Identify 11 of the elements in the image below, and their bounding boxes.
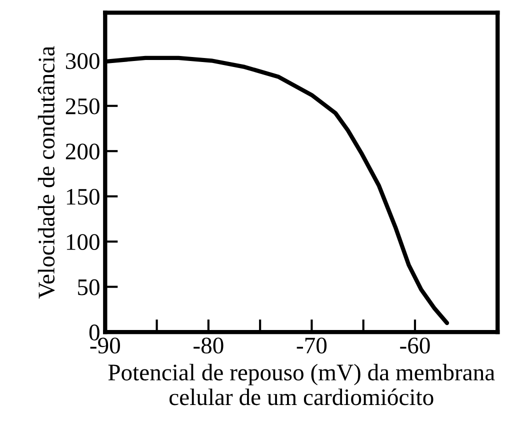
y-axis-title: Velocidade de condutância [38, 46, 55, 299]
y-tick-label: 200 [66, 144, 100, 160]
x-axis-title: Potencial de repouso (mV) da membrana celular de um cardiomiócito [108, 364, 495, 406]
x-tick-label: -70 [296, 338, 327, 354]
y-tick-label: 300 [66, 53, 100, 70]
y-tick-label: 100 [66, 234, 100, 250]
y-tick-label: 150 [66, 188, 100, 205]
y-tick-label: 250 [66, 98, 100, 114]
y-tick-label: 50 [78, 279, 100, 296]
x-tick-label: -80 [194, 338, 224, 354]
x-tick-label: -60 [400, 338, 430, 354]
